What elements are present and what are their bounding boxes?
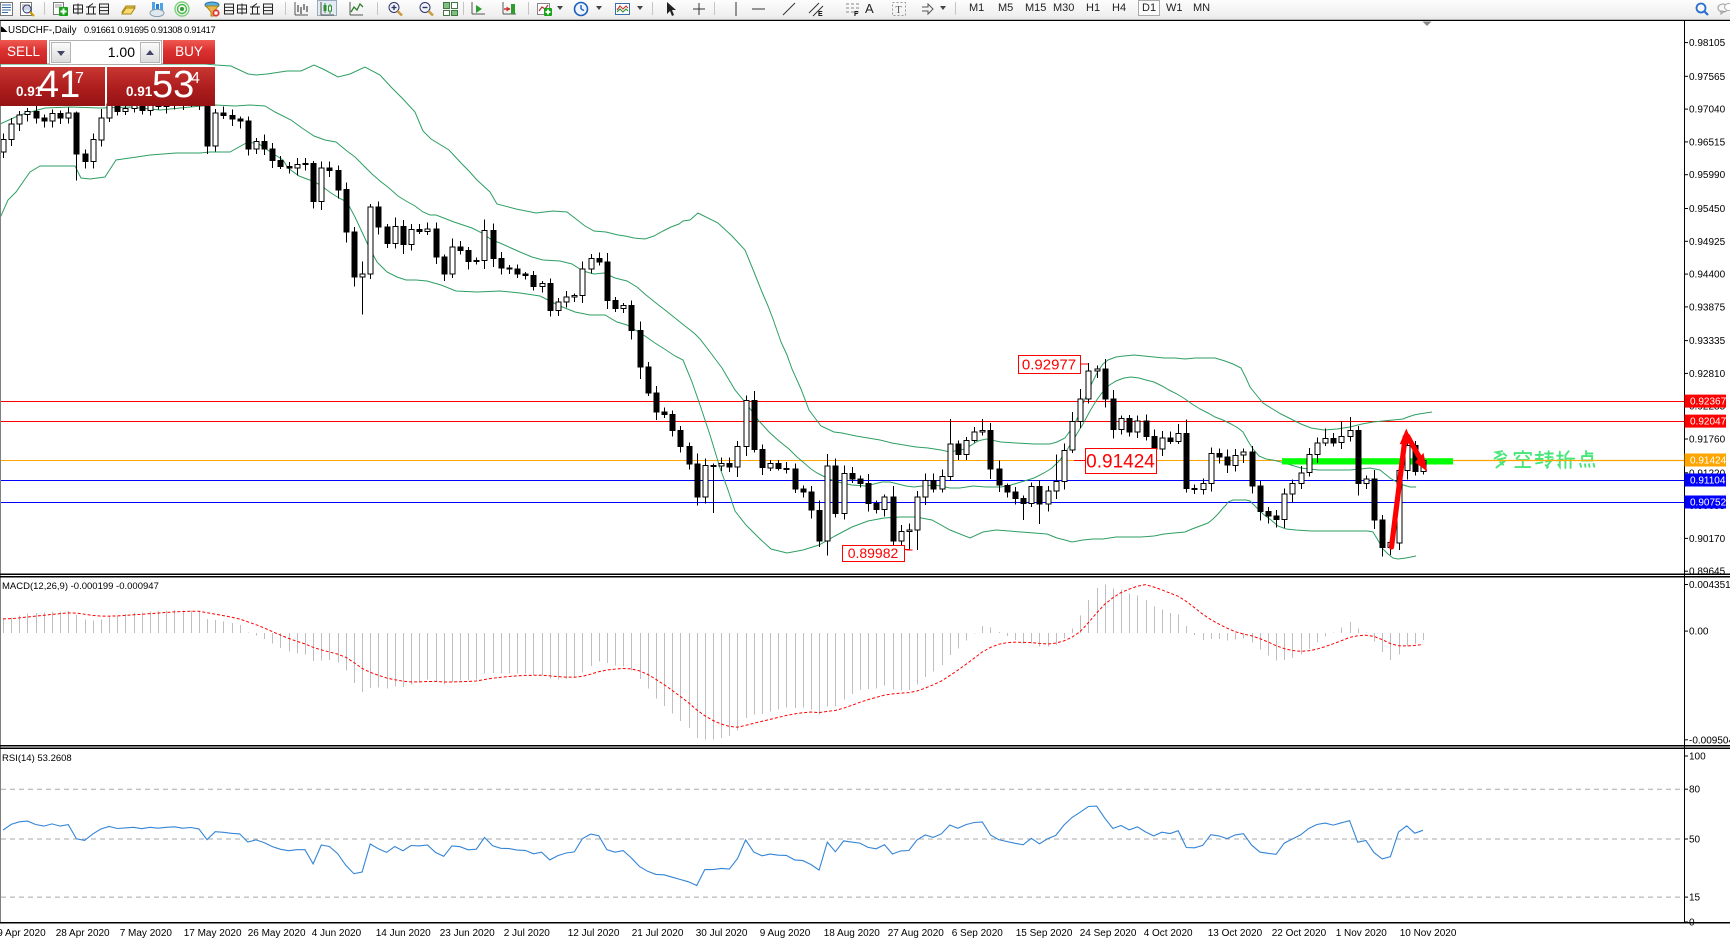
svg-text:0.94400: 0.94400 [1689, 270, 1726, 281]
svg-text:0.91424: 0.91424 [1086, 451, 1155, 472]
svg-text:E: E [818, 11, 823, 17]
svg-text:27 Aug 2020: 27 Aug 2020 [888, 928, 945, 939]
svg-text:4 Oct 2020: 4 Oct 2020 [1144, 928, 1193, 939]
svg-text:0.93875: 0.93875 [1689, 302, 1726, 313]
svg-text:0.98105: 0.98105 [1689, 38, 1726, 49]
svg-text:0.89982: 0.89982 [848, 545, 899, 561]
svg-text:0.96515: 0.96515 [1689, 137, 1726, 148]
svg-text:0.91424: 0.91424 [1690, 456, 1727, 467]
svg-text:12 Jul 2020: 12 Jul 2020 [568, 928, 620, 939]
svg-text:4 Jun 2020: 4 Jun 2020 [312, 928, 362, 939]
svg-text:28 Apr 2020: 28 Apr 2020 [56, 928, 110, 939]
svg-text:0.89645: 0.89645 [1689, 567, 1726, 578]
svg-text:MACD(12,26,9) -0.000199 -0.000: MACD(12,26,9) -0.000199 -0.000947 [2, 581, 159, 592]
svg-text:0.92810: 0.92810 [1689, 369, 1726, 380]
svg-text:0.93335: 0.93335 [1689, 336, 1726, 347]
svg-text:0.91661 0.91695 0.91308 0.9141: 0.91661 0.91695 0.91308 0.91417 [84, 25, 216, 35]
svg-text:F: F [854, 11, 859, 17]
svg-text:21 Jul 2020: 21 Jul 2020 [632, 928, 684, 939]
svg-text:9 Aug 2020: 9 Aug 2020 [760, 928, 811, 939]
svg-text:T: T [896, 5, 902, 16]
svg-text:0.92367: 0.92367 [1690, 397, 1727, 408]
svg-text:0.00: 0.00 [1689, 627, 1709, 638]
svg-text:0.91760: 0.91760 [1689, 435, 1726, 446]
svg-text:18 Aug 2020: 18 Aug 2020 [824, 928, 881, 939]
svg-text:0: 0 [1689, 918, 1695, 929]
svg-text:0.95450: 0.95450 [1689, 204, 1726, 215]
svg-text:10 Nov 2020: 10 Nov 2020 [1400, 928, 1457, 939]
svg-text:22 Oct 2020: 22 Oct 2020 [1272, 928, 1327, 939]
svg-text:1 Nov 2020: 1 Nov 2020 [1336, 928, 1388, 939]
svg-text:0.92047: 0.92047 [1690, 417, 1727, 428]
svg-text:0.90752: 0.90752 [1690, 498, 1727, 509]
svg-text:USDCHF-,Daily: USDCHF-,Daily [8, 25, 77, 36]
svg-text:0.91104: 0.91104 [1690, 476, 1726, 487]
svg-text:30 Jul 2020: 30 Jul 2020 [696, 928, 748, 939]
svg-text:-0.009504: -0.009504 [1689, 735, 1730, 746]
svg-text:23 Jun 2020: 23 Jun 2020 [440, 928, 495, 939]
svg-text:0.97040: 0.97040 [1689, 105, 1726, 116]
svg-text:14 Jun 2020: 14 Jun 2020 [376, 928, 431, 939]
svg-text:24 Sep 2020: 24 Sep 2020 [1080, 928, 1137, 939]
svg-text:7 May 2020: 7 May 2020 [120, 928, 173, 939]
svg-text:0.95990: 0.95990 [1689, 170, 1726, 181]
svg-text:0.94925: 0.94925 [1689, 237, 1726, 248]
svg-text:RSI(14) 53.2608: RSI(14) 53.2608 [2, 753, 72, 764]
svg-text:0.97565: 0.97565 [1689, 72, 1726, 83]
svg-text:26 May 2020: 26 May 2020 [248, 928, 306, 939]
svg-text:0.90170: 0.90170 [1689, 534, 1726, 545]
svg-text:15: 15 [1689, 893, 1701, 904]
svg-text:100: 100 [1689, 752, 1706, 763]
svg-text:13 Oct 2020: 13 Oct 2020 [1208, 928, 1263, 939]
svg-text:15 Sep 2020: 15 Sep 2020 [1016, 928, 1073, 939]
svg-text:0.92977: 0.92977 [1022, 356, 1076, 373]
svg-text:50: 50 [1689, 835, 1701, 846]
svg-text:2 Jul 2020: 2 Jul 2020 [504, 928, 551, 939]
svg-text:19 Apr 2020: 19 Apr 2020 [0, 928, 46, 939]
svg-text:17 May 2020: 17 May 2020 [184, 928, 242, 939]
svg-text:80: 80 [1689, 785, 1701, 796]
svg-text:6 Sep 2020: 6 Sep 2020 [952, 928, 1004, 939]
svg-text:0.004351: 0.004351 [1689, 580, 1730, 591]
